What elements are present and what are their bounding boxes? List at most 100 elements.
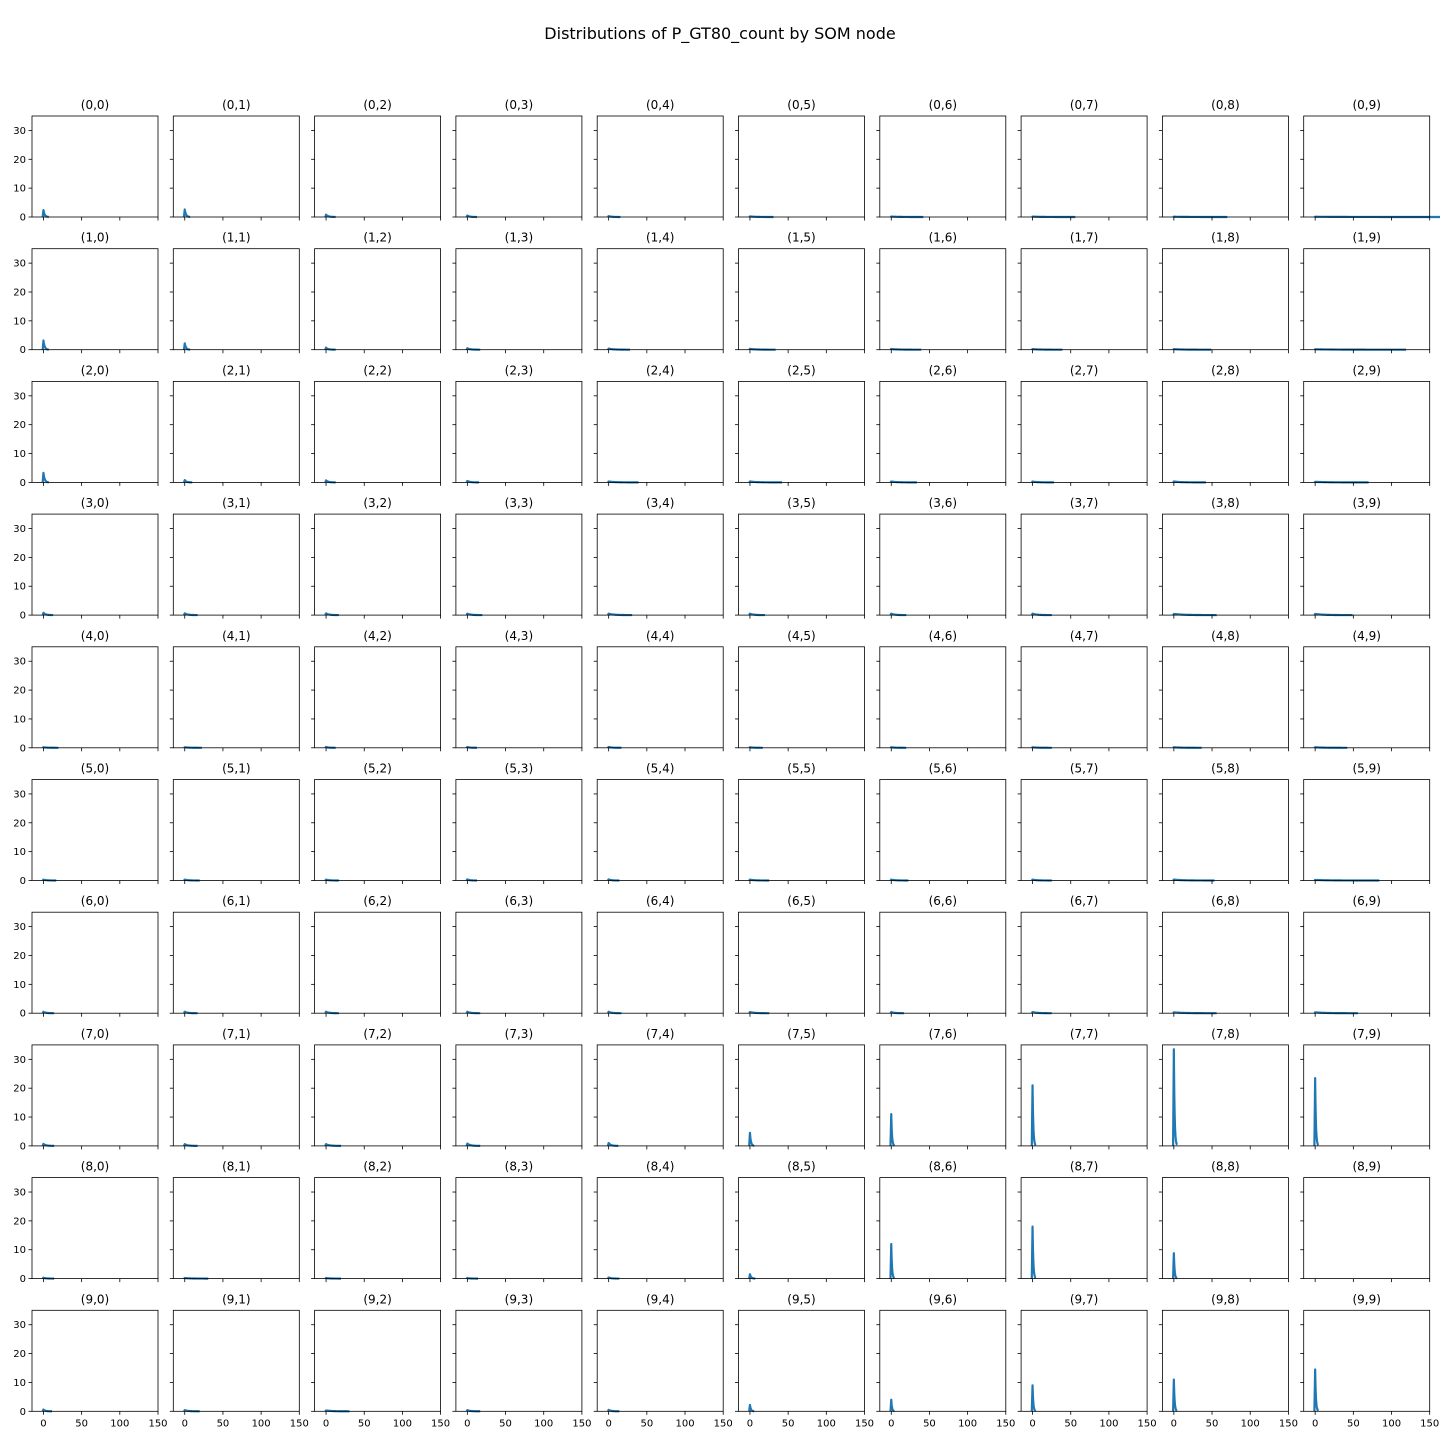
axes-frame	[1303, 779, 1431, 881]
x-tick-label: 0	[747, 1418, 753, 1429]
x-tick-label: 100	[393, 1418, 412, 1429]
x-tick-label: 100	[817, 1418, 836, 1429]
x-tick-label: 150	[1138, 1418, 1157, 1429]
panel: (4,4)	[593, 629, 724, 752]
axes-frame	[596, 1309, 724, 1412]
panel: (4,8)	[1158, 629, 1289, 752]
distribution-line	[889, 1113, 896, 1147]
distribution-line	[748, 1403, 756, 1413]
axes-frame	[314, 248, 442, 351]
panel-title: (6,1)	[222, 894, 250, 908]
panel-title: (9,5)	[787, 1292, 815, 1306]
panel-title: (3,5)	[787, 496, 815, 510]
axes-frame	[596, 1177, 724, 1279]
panel: (3,7)	[1017, 496, 1148, 619]
panel: (2,4)	[593, 363, 724, 486]
x-tick-label: 0	[1171, 1418, 1177, 1429]
x-tick-label: 150	[714, 1418, 733, 1429]
panel: (3,5)	[735, 496, 865, 619]
panel-title: (9,8)	[1211, 1292, 1239, 1306]
axes-frame	[455, 646, 583, 749]
axes-frame	[172, 1044, 300, 1147]
y-tick-label: 10	[13, 582, 26, 593]
distribution-line	[1030, 1225, 1037, 1280]
panel-title: (8,2)	[363, 1160, 391, 1174]
panel-title: (5,0)	[81, 762, 109, 776]
panel: (3,1)	[169, 496, 300, 619]
panel: (5,1)	[169, 762, 300, 884]
panel: (7,8)	[1158, 1027, 1289, 1150]
axes-frame	[1303, 115, 1431, 218]
y-tick-label: 30	[13, 259, 26, 270]
panel-title: (4,5)	[787, 629, 815, 643]
panel: (3,8)	[1158, 496, 1289, 619]
panel: (5,2)	[311, 762, 442, 884]
panel: (7,1)	[169, 1027, 300, 1150]
axes-frame	[172, 1309, 300, 1412]
panel-title: (5,7)	[1070, 762, 1098, 776]
panel-title: (5,9)	[1352, 762, 1380, 776]
panel-title: (2,0)	[81, 363, 109, 377]
panel: (7,4)	[593, 1027, 724, 1150]
panel: (5,0) 0 10 20 30	[13, 762, 159, 887]
x-tick-label: 50	[1206, 1418, 1219, 1429]
panel: (9,6) 0 50 100 150	[876, 1292, 1015, 1429]
x-tick-label: 0	[605, 1418, 611, 1429]
axes-frame	[31, 513, 159, 616]
y-tick-label: 30	[13, 524, 26, 535]
panel-title: (2,5)	[787, 363, 815, 377]
axes-frame	[31, 779, 159, 881]
panel: (5,3)	[452, 762, 583, 884]
axes-frame	[455, 115, 583, 218]
panel-title: (4,7)	[1070, 629, 1098, 643]
panel: (6,5)	[735, 894, 865, 1017]
panel: (9,5) 0 50 100 150	[735, 1292, 874, 1429]
panel: (4,7)	[1017, 629, 1148, 752]
panel: (4,5)	[735, 629, 865, 752]
x-tick-label: 0	[323, 1418, 329, 1429]
panel-title: (5,6)	[929, 762, 957, 776]
axes-frame	[596, 646, 724, 749]
axes-frame	[314, 1177, 442, 1279]
axes-frame	[455, 380, 583, 483]
panel: (0,3)	[452, 98, 583, 221]
y-tick-label: 30	[13, 1188, 26, 1199]
panel-title: (8,1)	[222, 1160, 250, 1174]
y-tick-label: 10	[13, 316, 26, 327]
axes-frame	[1303, 513, 1431, 616]
y-tick-label: 20	[13, 818, 26, 829]
panel: (0,6)	[876, 98, 1007, 221]
panel: (7,7)	[1017, 1027, 1148, 1150]
axes-frame	[596, 115, 724, 218]
axes-frame	[879, 115, 1007, 218]
x-tick-label: 50	[499, 1418, 512, 1429]
axes-frame	[31, 1309, 159, 1412]
distribution-line	[1171, 1378, 1179, 1412]
axes-frame	[1020, 646, 1148, 749]
distribution-line	[748, 1131, 756, 1147]
axes-frame	[314, 1309, 442, 1412]
panel-title: (2,9)	[1352, 363, 1380, 377]
axes-frame	[455, 911, 583, 1014]
y-tick-label: 20	[13, 287, 26, 298]
axes-frame	[738, 115, 865, 218]
axes-frame	[31, 115, 159, 218]
panel-title: (9,3)	[505, 1292, 533, 1306]
axes-frame	[455, 1044, 583, 1147]
panel: (9,1) 0 50 100 150	[169, 1292, 309, 1429]
panel-title: (4,4)	[646, 629, 674, 643]
panel-title: (0,8)	[1211, 98, 1239, 112]
panel-title: (6,5)	[787, 894, 815, 908]
panel: (4,6)	[876, 629, 1007, 752]
axes-frame	[1303, 380, 1431, 483]
axes-frame	[1162, 779, 1289, 881]
axes-frame	[172, 911, 300, 1014]
distribution-line	[1171, 1048, 1179, 1146]
y-tick-label: 20	[13, 951, 26, 962]
panel: (2,5)	[735, 363, 865, 486]
x-tick-label: 50	[923, 1418, 936, 1429]
panel: (0,5)	[735, 98, 865, 221]
x-tick-label: 100	[1241, 1418, 1260, 1429]
panel-title: (2,8)	[1211, 363, 1239, 377]
distribution-line	[1313, 1368, 1320, 1412]
